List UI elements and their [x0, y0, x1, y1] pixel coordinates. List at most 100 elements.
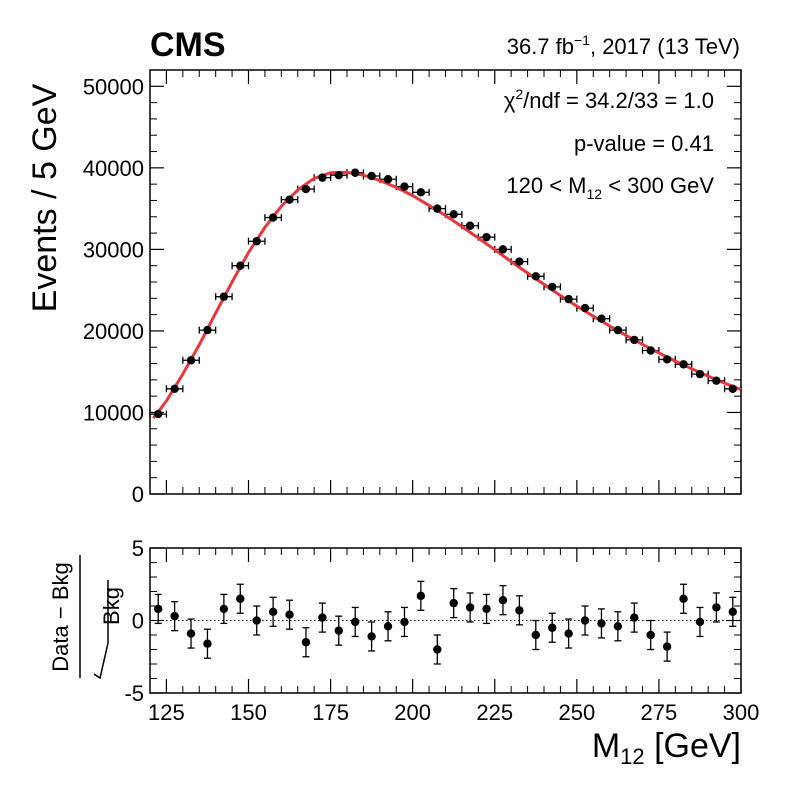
pull-data-point [400, 617, 409, 627]
bottom-y-tick-label: 5 [132, 536, 144, 561]
chi2-annotation: χ2/ndf = 34.2/33 = 1.0 [504, 86, 714, 113]
pull-data-point [728, 607, 737, 616]
top-y-tick-label: 20000 [83, 319, 144, 344]
top-data-point [433, 204, 442, 213]
fit-curve [152, 170, 742, 420]
pull-data-point [334, 626, 343, 635]
x-tick-label: 225 [476, 700, 513, 725]
x-tick-label: 125 [148, 700, 185, 725]
x-axis-label: M12 [GeV] [592, 727, 741, 769]
top-y-tick-label: 10000 [83, 400, 144, 425]
top-data-point [465, 221, 475, 230]
pull-data-point [154, 604, 163, 614]
pull-data-point [630, 613, 639, 622]
pull-data-point [662, 642, 672, 651]
top-data-point [268, 213, 278, 222]
pull-data-point [646, 630, 655, 640]
top-data-point [597, 314, 606, 323]
x-tick-label: 200 [394, 700, 431, 725]
top-data-point [351, 168, 360, 177]
lumi-label: 36.7 fb−1, 2017 (13 TeV) [507, 32, 740, 59]
top-data-point [285, 195, 294, 204]
pull-data-point [186, 629, 196, 638]
top-y-ticks: 0 10000 20000 30000 40000 50000 [83, 69, 741, 507]
top-data-point [400, 182, 409, 191]
mass-range-annotation: 120 < M12 < 300 GeV [506, 173, 714, 202]
x-tick-label: 300 [723, 700, 760, 725]
pull-data-point [613, 622, 623, 631]
lumi-exponent: −1 [574, 32, 590, 48]
sqrt-sign-icon [93, 580, 109, 680]
top-data-point [580, 303, 590, 313]
top-data-point [712, 376, 721, 385]
pull-data-point [695, 617, 705, 627]
pull-data-point [285, 610, 294, 619]
x-axis-subscript: 12 [620, 744, 644, 769]
range-prefix: 120 < M [506, 173, 586, 198]
chi2-superscript: 2 [515, 86, 523, 102]
pull-data-point [498, 596, 508, 605]
top-data-point [383, 175, 393, 184]
top-y-tick-label: 30000 [83, 237, 144, 262]
pull-axis-label: Data − Bkg Bkg [48, 555, 124, 680]
bottom-panel: -5 0 5 125 150 175 200 225 250 275 300 Data − Bkg… [48, 536, 759, 769]
pull-data-point [301, 638, 311, 647]
chi2-value: /ndf = 34.2/33 = 1.0 [523, 88, 714, 113]
chi2-symbol: χ [504, 88, 516, 113]
lumi-value: 36.7 fb [507, 34, 574, 59]
top-data-point [203, 325, 212, 335]
top-data-point [662, 355, 672, 364]
x-tick-label: 175 [312, 700, 349, 725]
top-data-point [367, 171, 376, 181]
pull-data-point [580, 616, 590, 625]
pull-label-denominator: Bkg [99, 587, 124, 625]
top-y-tick-label: 0 [132, 482, 144, 507]
pull-data-point [712, 603, 721, 612]
cms-label: CMS [150, 26, 226, 64]
top-data-point [548, 282, 557, 292]
pull-data-point [236, 594, 245, 603]
top-y-axis-label: Events / 5 GeV [26, 83, 64, 312]
top-data-point [531, 272, 540, 281]
pull-data-point [515, 606, 524, 615]
top-data-point [646, 346, 655, 355]
top-y-tick-label: 40000 [83, 156, 144, 181]
top-data-point [170, 384, 179, 394]
pull-data-point [252, 616, 261, 625]
top-data-point [252, 237, 261, 246]
pull-data-point [564, 629, 573, 638]
x-axis-unit: [GeV] [645, 727, 741, 765]
top-data-point [301, 184, 311, 194]
x-tick-label: 250 [558, 700, 595, 725]
pull-data-point [219, 604, 229, 614]
pull-data-point [383, 622, 393, 631]
pull-data-point [433, 645, 442, 654]
top-y-tick-label: 50000 [83, 74, 144, 99]
bottom-y-tick-label: -5 [124, 681, 144, 706]
top-panel: 0 10000 20000 30000 40000 50000 χ2/ndf = 34.2… [26, 69, 742, 507]
top-data-point [630, 335, 639, 345]
x-tick-label: 275 [641, 700, 678, 725]
bottom-x-ticks: 125 150 175 200 225 250 275 300 [148, 548, 759, 725]
top-data-point [219, 292, 229, 301]
top-error-bars [149, 169, 742, 418]
pull-data-point [465, 603, 475, 612]
top-data-point [236, 261, 245, 270]
pull-label-numerator: Data − Bkg [48, 562, 73, 671]
top-data-point [498, 245, 508, 254]
range-suffix: < 300 GeV [602, 173, 714, 198]
pull-data-point [597, 619, 606, 628]
pull-data-point [679, 594, 688, 603]
top-data-point [334, 170, 343, 180]
x-tick-label: 150 [230, 700, 267, 725]
x-axis-main: M [592, 727, 620, 765]
pull-data-point [367, 632, 376, 641]
top-data-point [416, 188, 426, 197]
pull-data-point [548, 623, 557, 632]
top-data-point [482, 232, 491, 242]
pull-data-point [268, 607, 278, 616]
pull-data-point [449, 598, 458, 608]
top-data-point [318, 173, 327, 182]
top-data-point [186, 356, 196, 365]
